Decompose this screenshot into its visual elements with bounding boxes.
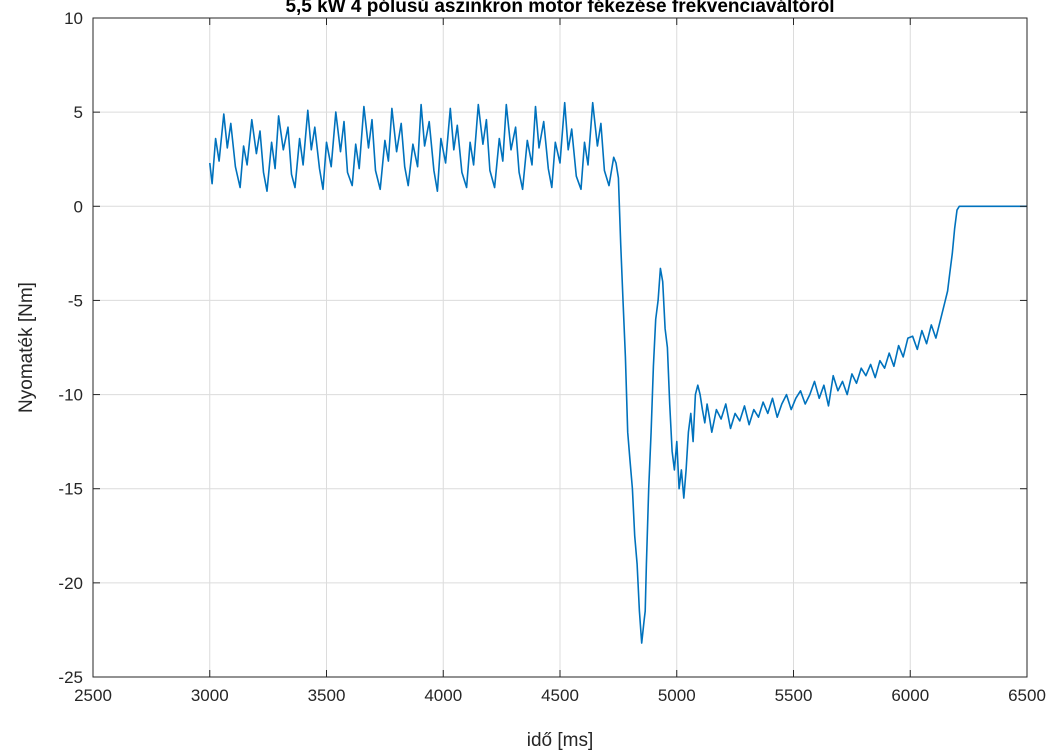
y-axis-title: Nyomaték [Nm] bbox=[16, 282, 37, 413]
x-tick-label: 3500 bbox=[308, 686, 346, 705]
ticks: 2500 3000 3500 4000 4500 5000 5500 6000 6500 -25 -… bbox=[58, 9, 1045, 705]
y-tick-label: -5 bbox=[68, 291, 83, 310]
y-tick-label: 0 bbox=[74, 197, 83, 216]
x-tick-label: 6500 bbox=[1008, 686, 1046, 705]
y-tick-label: 10 bbox=[64, 9, 83, 28]
series-line bbox=[209, 101, 1027, 644]
x-tick-label: 4500 bbox=[541, 686, 579, 705]
x-tick-label: 6000 bbox=[891, 686, 929, 705]
y-tick-label: -25 bbox=[58, 668, 83, 687]
x-tick-label: 3000 bbox=[191, 686, 229, 705]
y-tick-label: -20 bbox=[58, 574, 83, 593]
x-tick-label: 5000 bbox=[658, 686, 696, 705]
chart-title: 5,5 kW 4 pólusú aszinkron motor fékezése… bbox=[285, 0, 834, 17]
x-tick-label: 5500 bbox=[775, 686, 813, 705]
series-layer bbox=[209, 101, 1027, 644]
y-tick-label: -10 bbox=[58, 386, 83, 405]
x-tick-label: 4000 bbox=[424, 686, 462, 705]
y-tick-label: 5 bbox=[74, 103, 83, 122]
x-tick-label: 2500 bbox=[74, 686, 112, 705]
y-tick-label: -15 bbox=[58, 480, 83, 499]
x-axis-title: idő [ms] bbox=[527, 730, 594, 751]
